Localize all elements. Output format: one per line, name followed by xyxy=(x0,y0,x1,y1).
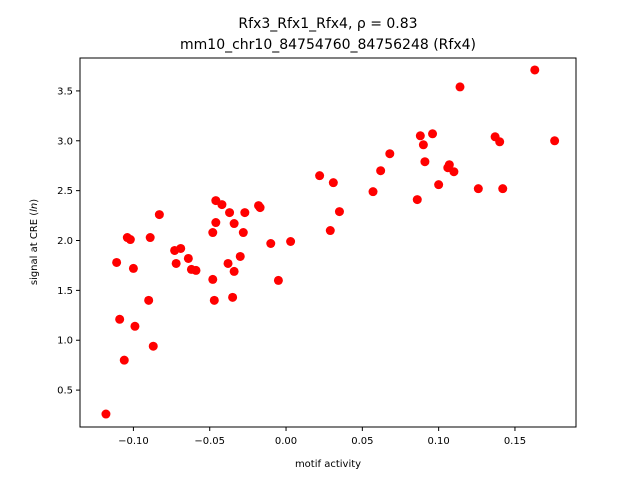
x-axis: −0.10 −0.05 0.00 0.05 0.10 0.15 xyxy=(118,427,526,447)
data-point xyxy=(191,265,201,275)
data-point xyxy=(412,195,422,205)
data-point xyxy=(176,243,186,253)
x-tick-label: 0.10 xyxy=(428,436,450,447)
data-point xyxy=(228,292,238,302)
data-point xyxy=(455,82,465,92)
data-point xyxy=(171,258,181,268)
data-point xyxy=(209,295,219,305)
data-point xyxy=(208,228,218,238)
y-tick-label: 3.5 xyxy=(57,86,73,97)
data-point xyxy=(208,274,218,284)
data-point xyxy=(315,171,325,181)
data-point xyxy=(530,65,540,75)
data-point xyxy=(449,167,459,177)
y-tick-label: 1.0 xyxy=(57,336,73,347)
data-point xyxy=(235,251,245,261)
y-tick-label: 0.5 xyxy=(57,386,73,397)
chart-title-line2: mm10_chr10_84754760_84756248 (Rfx4) xyxy=(180,37,476,53)
y-axis-label: signal at CRE (ln) xyxy=(29,199,40,285)
data-point xyxy=(473,184,483,194)
x-axis-label: motif activity xyxy=(295,459,361,470)
data-point xyxy=(255,203,265,213)
y-tick-label: 3.0 xyxy=(57,136,73,147)
data-point xyxy=(112,257,122,267)
data-point xyxy=(334,207,344,217)
data-point xyxy=(420,157,430,167)
data-point xyxy=(128,263,138,273)
data-point xyxy=(217,200,227,210)
data-points xyxy=(101,65,560,419)
data-point xyxy=(144,295,154,305)
data-point xyxy=(444,160,454,170)
data-point xyxy=(415,131,425,141)
data-point xyxy=(115,314,125,324)
data-point xyxy=(240,208,250,218)
x-tick-label: 0.00 xyxy=(275,436,297,447)
data-point xyxy=(225,208,235,218)
data-point xyxy=(273,275,283,285)
data-point xyxy=(418,140,428,150)
data-point xyxy=(328,178,338,188)
x-tick-label: −0.05 xyxy=(194,436,225,447)
data-point xyxy=(434,180,444,190)
data-point xyxy=(154,210,164,220)
data-point xyxy=(211,218,221,228)
data-point xyxy=(130,321,140,331)
x-tick-label: 0.15 xyxy=(504,436,526,447)
data-point xyxy=(368,187,378,197)
data-point xyxy=(385,149,395,159)
y-tick-label: 2.5 xyxy=(57,186,73,197)
data-point xyxy=(495,137,505,147)
x-tick-label: −0.10 xyxy=(118,436,149,447)
x-tick-label: 0.05 xyxy=(351,436,373,447)
y-tick-label: 1.5 xyxy=(57,286,73,297)
data-point xyxy=(286,237,296,247)
data-point xyxy=(229,266,239,276)
data-point xyxy=(148,341,158,351)
data-point xyxy=(119,355,129,365)
data-point xyxy=(223,258,233,268)
data-point xyxy=(428,129,438,139)
data-point xyxy=(183,253,193,263)
data-point xyxy=(325,226,335,236)
data-point xyxy=(229,219,239,229)
plot-area xyxy=(79,57,577,428)
data-point xyxy=(238,228,248,238)
data-point xyxy=(376,166,386,176)
data-point xyxy=(498,184,508,194)
y-axis: 0.5 1.0 1.5 2.0 2.5 3.0 3.5 xyxy=(57,86,80,397)
data-point xyxy=(101,409,111,419)
data-point xyxy=(266,238,276,248)
data-point xyxy=(550,136,560,146)
data-point xyxy=(125,235,135,245)
chart-title-line1: Rfx3_Rfx1_Rfx4, ρ = 0.83 xyxy=(238,16,417,32)
data-point xyxy=(145,233,155,243)
y-tick-label: 2.0 xyxy=(57,236,73,247)
